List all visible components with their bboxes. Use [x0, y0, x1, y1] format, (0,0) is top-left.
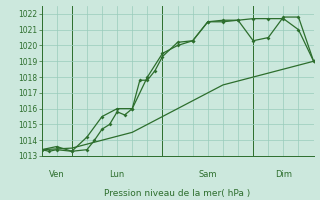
Text: Dim: Dim [275, 170, 292, 179]
Text: Sam: Sam [199, 170, 217, 179]
Text: Ven: Ven [49, 170, 65, 179]
Text: Pression niveau de la mer( hPa ): Pression niveau de la mer( hPa ) [104, 189, 251, 198]
Text: Lun: Lun [109, 170, 125, 179]
